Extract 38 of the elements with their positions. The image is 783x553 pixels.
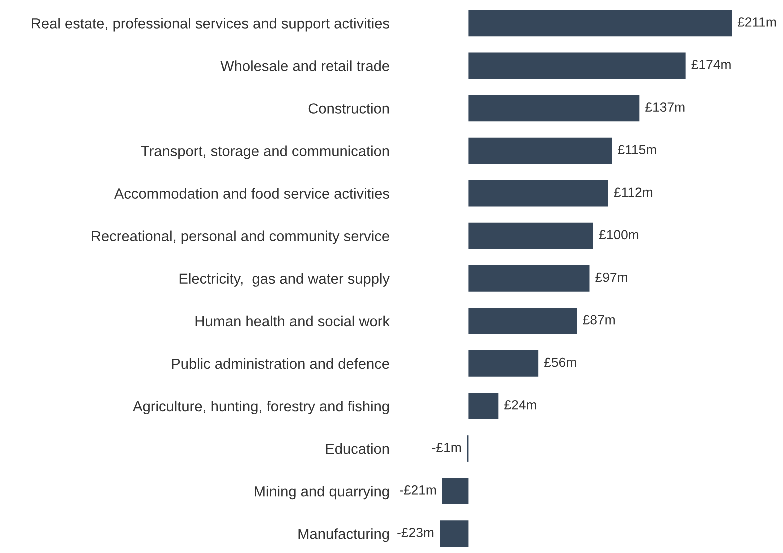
bar (468, 350, 539, 377)
bar (468, 95, 640, 122)
data-label: £112m (614, 188, 653, 197)
data-label: £56m (544, 358, 576, 368)
data-label: £137m (646, 102, 685, 112)
y-tick-label: Public administration and defence (172, 358, 390, 370)
data-label: £100m (599, 230, 639, 240)
bar (468, 10, 732, 37)
bar (468, 138, 612, 164)
y-tick-label: Human health and social work (196, 316, 390, 327)
data-label: £115m (618, 145, 656, 155)
data-label: £24m (504, 400, 536, 410)
data-label: £97m (596, 272, 628, 282)
y-tick-label: Construction (308, 103, 390, 114)
y-tick-label: Electricity, gas and water supply (180, 273, 390, 287)
bar (468, 308, 578, 334)
y-tick-label: Education (326, 443, 390, 454)
bar (468, 393, 499, 420)
data-label: -£21m (400, 486, 436, 495)
bar (468, 52, 686, 80)
y-tick-label: Recreational, personal and community service (92, 230, 390, 244)
data-label: -£23m (398, 528, 434, 538)
data-label: £87m (583, 315, 615, 325)
bar (468, 222, 594, 250)
bar (468, 180, 608, 207)
y-tick-label: Accommodation and food service activities (114, 188, 390, 199)
bar (440, 520, 469, 548)
bar (468, 265, 590, 292)
y-tick-label: Mining and quarrying (255, 486, 390, 500)
bar (442, 478, 469, 505)
data-label: -£1m (432, 442, 462, 452)
y-tick-label: Transport, storage and communication (141, 146, 390, 160)
data-label: £174m (692, 60, 731, 70)
data-label: £211m (738, 18, 776, 27)
y-tick-label: Wholesale and retail trade (220, 60, 390, 72)
y-tick-label: Agriculture, hunting, forestry and fishing (133, 400, 390, 415)
y-tick-label: Real estate, professional services and support activities (32, 18, 390, 32)
y-tick-label: Manufacturing (298, 528, 390, 542)
